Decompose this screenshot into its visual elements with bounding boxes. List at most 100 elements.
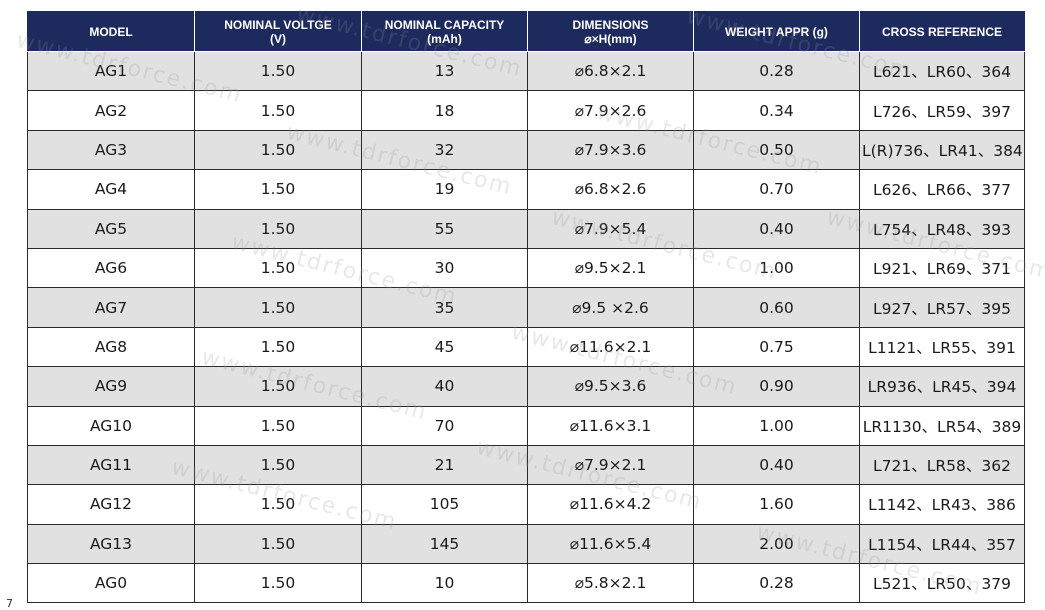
cell-model: AG1	[27, 50, 195, 92]
cell-dimensions: ⌀5.8×2.1	[527, 563, 694, 604]
header-cross-reference: CROSS REFERENCE	[859, 11, 1025, 52]
cell-capacity: 18	[361, 90, 528, 131]
cell-voltage: 1.50	[194, 287, 362, 328]
cell-cross-reference: L521、LR50、379	[859, 563, 1025, 604]
cell-voltage: 1.50	[194, 326, 362, 368]
cell-model: AG11	[27, 444, 195, 486]
cell-capacity: 45	[361, 326, 528, 368]
cell-capacity: 105	[361, 484, 528, 525]
cell-weight: 1.00	[693, 405, 860, 446]
table-row: AG6 1.50 30 ⌀9.5×2.1 1.00 L921、LR69、371	[27, 247, 1025, 289]
cell-capacity: 21	[361, 444, 528, 486]
table-row: AG4 1.50 19 ⌀6.8×2.6 0.70 L626、LR66、377	[27, 169, 1025, 210]
header-weight: WEIGHT APPR (g)	[693, 11, 860, 52]
cell-weight: 0.75	[693, 326, 860, 368]
cell-weight: 2.00	[693, 523, 860, 565]
cell-voltage: 1.50	[194, 563, 362, 604]
cell-weight: 0.60	[693, 287, 860, 328]
cell-model: AG7	[27, 287, 195, 328]
table-row: AG8 1.50 45 ⌀11.6×2.1 0.75 L1121、LR55、39…	[27, 326, 1025, 368]
cell-model: AG2	[27, 90, 195, 131]
cell-cross-reference: L726、LR59、397	[859, 90, 1025, 131]
cell-cross-reference: LR1130、LR54、389	[859, 405, 1025, 446]
cell-dimensions: ⌀9.5×2.1	[527, 247, 694, 289]
cell-dimensions: ⌀6.8×2.1	[527, 50, 694, 92]
header-nominal-voltage: NOMINAL VOLTGE (V)	[194, 11, 362, 52]
battery-spec-table: MODEL NOMINAL VOLTGE (V) NOMINAL CAPACITY…	[27, 11, 1025, 604]
cell-cross-reference: L1154、LR44、357	[859, 523, 1025, 565]
cell-model: AG13	[27, 523, 195, 565]
cell-weight: 0.90	[693, 366, 860, 407]
cell-voltage: 1.50	[194, 247, 362, 289]
cell-voltage: 1.50	[194, 50, 362, 92]
cell-model: AG8	[27, 326, 195, 368]
table-row: AG2 1.50 18 ⌀7.9×2.6 0.34 L726、LR59、397	[27, 90, 1025, 131]
cell-dimensions: ⌀11.6×3.1	[527, 405, 694, 446]
header-nominal-capacity: NOMINAL CAPACITY (mAh)	[361, 11, 528, 52]
cell-dimensions: ⌀11.6×4.2	[527, 484, 694, 525]
cell-cross-reference: L626、LR66、377	[859, 169, 1025, 210]
cell-dimensions: ⌀11.6×2.1	[527, 326, 694, 368]
cell-cross-reference: L927、LR57、395	[859, 287, 1025, 328]
cell-dimensions: ⌀7.9×2.6	[527, 90, 694, 131]
cell-dimensions: ⌀7.9×3.6	[527, 129, 694, 171]
cell-voltage: 1.50	[194, 169, 362, 210]
cell-weight: 0.70	[693, 169, 860, 210]
cell-cross-reference: L621、LR60、364	[859, 50, 1025, 92]
cell-capacity: 40	[361, 366, 528, 407]
corner-mark: 7	[6, 597, 13, 610]
cell-cross-reference: L(R)736、LR41、384	[859, 129, 1025, 171]
cell-cross-reference: L1142、LR43、386	[859, 484, 1025, 525]
cell-cross-reference: L921、LR69、371	[859, 247, 1025, 289]
cell-dimensions: ⌀9.5×3.6	[527, 366, 694, 407]
table-row: AG10 1.50 70 ⌀11.6×3.1 1.00 LR1130、LR54、…	[27, 405, 1025, 446]
cell-capacity: 13	[361, 50, 528, 92]
cell-capacity: 70	[361, 405, 528, 446]
table-row: AG5 1.50 55 ⌀7.9×5.4 0.40 L754、LR48、393	[27, 208, 1025, 249]
cell-weight: 1.60	[693, 484, 860, 525]
table-row: AG13 1.50 145 ⌀11.6×5.4 2.00 L1154、LR44、…	[27, 523, 1025, 565]
cell-voltage: 1.50	[194, 90, 362, 131]
table-row: AG1 1.50 13 ⌀6.8×2.1 0.28 L621、LR60、364	[27, 50, 1025, 92]
cell-weight: 0.34	[693, 90, 860, 131]
cell-capacity: 10	[361, 563, 528, 604]
cell-cross-reference: LR936、LR45、394	[859, 366, 1025, 407]
cell-voltage: 1.50	[194, 366, 362, 407]
cell-model: AG3	[27, 129, 195, 171]
cell-voltage: 1.50	[194, 405, 362, 446]
cell-cross-reference: L721、LR58、362	[859, 444, 1025, 486]
table-row: AG7 1.50 35 ⌀9.5 ×2.6 0.60 L927、LR57、395	[27, 287, 1025, 328]
cell-weight: 0.50	[693, 129, 860, 171]
cell-model: AG5	[27, 208, 195, 249]
table-row: AG12 1.50 105 ⌀11.6×4.2 1.60 L1142、LR43、…	[27, 484, 1025, 525]
cell-capacity: 145	[361, 523, 528, 565]
cell-cross-reference: L1121、LR55、391	[859, 326, 1025, 368]
table-row: AG9 1.50 40 ⌀9.5×3.6 0.90 LR936、LR45、394	[27, 366, 1025, 407]
cell-dimensions: ⌀7.9×5.4	[527, 208, 694, 249]
cell-capacity: 55	[361, 208, 528, 249]
cell-capacity: 30	[361, 247, 528, 289]
table-row: AG0 1.50 10 ⌀5.8×2.1 0.28 L521、LR50、379	[27, 563, 1025, 604]
cell-voltage: 1.50	[194, 484, 362, 525]
cell-dimensions: ⌀6.8×2.6	[527, 169, 694, 210]
cell-voltage: 1.50	[194, 444, 362, 486]
cell-model: AG4	[27, 169, 195, 210]
cell-model: AG10	[27, 405, 195, 446]
cell-weight: 0.40	[693, 208, 860, 249]
table-header-row: MODEL NOMINAL VOLTGE (V) NOMINAL CAPACITY…	[27, 11, 1025, 52]
cell-model: AG12	[27, 484, 195, 525]
cell-cross-reference: L754、LR48、393	[859, 208, 1025, 249]
cell-model: AG0	[27, 563, 195, 604]
cell-weight: 1.00	[693, 247, 860, 289]
cell-voltage: 1.50	[194, 208, 362, 249]
cell-model: AG9	[27, 366, 195, 407]
header-dimensions: DIMENSIONS ⌀×H(mm)	[527, 11, 694, 52]
cell-dimensions: ⌀11.6×5.4	[527, 523, 694, 565]
cell-voltage: 1.50	[194, 129, 362, 171]
table-row: AG3 1.50 32 ⌀7.9×3.6 0.50 L(R)736、LR41、3…	[27, 129, 1025, 171]
cell-weight: 0.28	[693, 50, 860, 92]
cell-capacity: 35	[361, 287, 528, 328]
cell-weight: 0.40	[693, 444, 860, 486]
cell-model: AG6	[27, 247, 195, 289]
cell-dimensions: ⌀7.9×2.1	[527, 444, 694, 486]
